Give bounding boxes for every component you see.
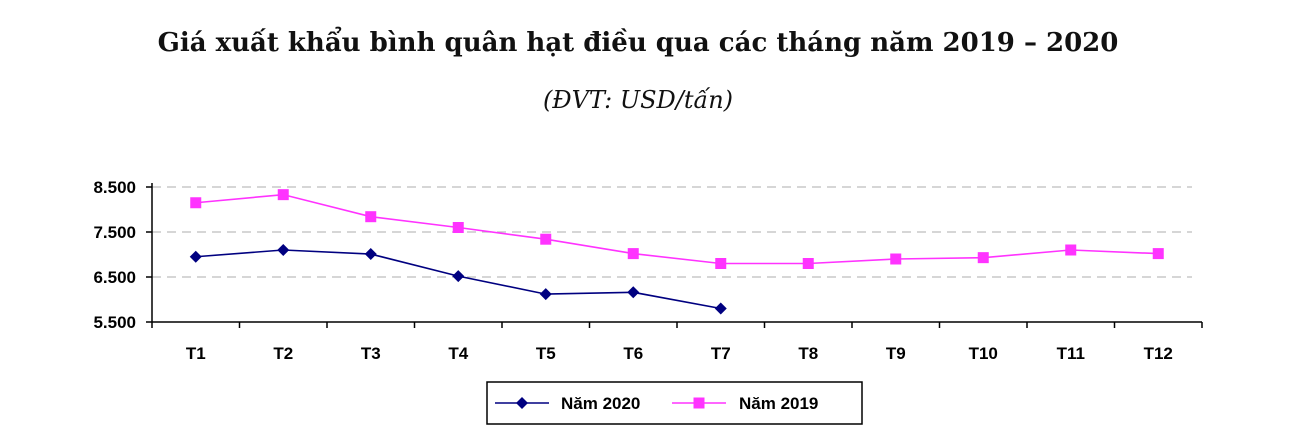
- legend: Năm 2020 Năm 2019: [486, 381, 863, 425]
- y-tick-label: 6.500: [93, 268, 136, 287]
- data-point: [277, 189, 289, 201]
- y-axis-ticks: 5.500 6.500 7.500 8.500: [93, 178, 152, 332]
- data-point: [627, 286, 640, 299]
- legend-label: Năm 2019: [739, 394, 818, 413]
- series-line: [195, 193, 1159, 265]
- x-axis-ticks: T1 T2 T3 T4 T5 T6 T7 T8 T9 T10 T11 T12: [151, 322, 1203, 363]
- data-point: [364, 248, 377, 261]
- data-point: [452, 222, 464, 233]
- data-point: [452, 270, 465, 283]
- x-tick-label: T5: [536, 344, 556, 363]
- data-point: [802, 258, 814, 269]
- data-point: [1152, 248, 1164, 260]
- data-point: [365, 211, 377, 223]
- legend-swatch-marker: [693, 397, 705, 409]
- data-point: [627, 248, 639, 260]
- data-point: [715, 258, 727, 269]
- data-point: [189, 250, 202, 263]
- chart-subtitle: (ĐVT: USD/tấn): [542, 86, 734, 114]
- series-lines: [195, 193, 1159, 310]
- x-tick-label: T8: [798, 344, 818, 363]
- gridlines: [152, 186, 1192, 278]
- x-tick-label: T1: [186, 344, 206, 363]
- y-tick-label: 8.500: [93, 178, 136, 197]
- legend-label: Năm 2020: [561, 394, 640, 413]
- data-point: [190, 197, 202, 209]
- x-tick-label: T9: [886, 344, 906, 363]
- legend-swatch-marker: [516, 397, 528, 409]
- data-point: [539, 288, 552, 301]
- data-point: [540, 233, 552, 245]
- x-tick-label: T11: [1057, 344, 1085, 363]
- data-point: [714, 302, 727, 315]
- data-point: [890, 253, 902, 265]
- data-point: [277, 244, 290, 256]
- y-tick-label: 7.500: [93, 223, 136, 242]
- x-tick-label: T6: [623, 344, 643, 363]
- x-tick-label: T7: [711, 344, 731, 363]
- y-tick-label: 5.500: [93, 313, 136, 332]
- data-point: [977, 252, 989, 264]
- x-tick-label: T12: [1144, 344, 1173, 363]
- series-markers: [189, 189, 1164, 315]
- x-tick-label: T4: [448, 344, 468, 363]
- data-point: [1065, 244, 1077, 256]
- chart-title: Giá xuất khẩu bình quân hạt điều qua các…: [157, 28, 1119, 58]
- x-tick-label: T10: [969, 344, 998, 363]
- x-tick-label: T3: [361, 344, 381, 363]
- x-tick-label: T2: [273, 344, 293, 363]
